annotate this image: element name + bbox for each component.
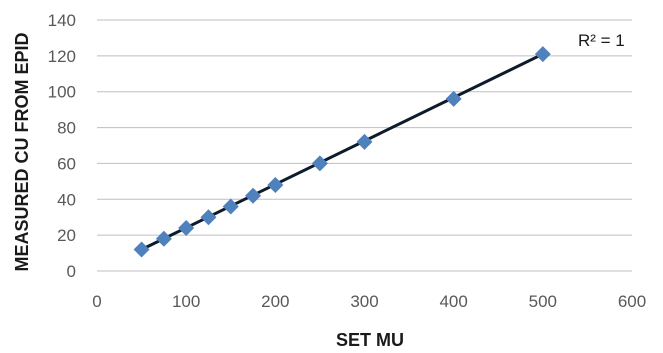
data-point-diamond: [445, 90, 462, 107]
y-tick-label: 20: [57, 226, 76, 245]
trendline: [140, 52, 544, 251]
x-tick-label: 200: [261, 292, 289, 311]
r-squared-annotation: R² = 1: [578, 31, 625, 50]
x-tick-label: 300: [350, 292, 378, 311]
y-axis-title: MEASURED CU FROM EPID: [12, 32, 32, 271]
x-tick-labels: 0 100 200 300 400 500 600: [92, 292, 646, 311]
x-tick-label: 600: [618, 292, 646, 311]
data-points: [133, 46, 551, 258]
data-point-diamond: [245, 187, 262, 204]
y-tick-label: 60: [57, 154, 76, 173]
data-point-diamond: [178, 219, 195, 236]
data-point-diamond: [311, 155, 328, 172]
y-tick-label: 0: [67, 262, 76, 281]
y-tick-label: 140: [48, 11, 76, 30]
y-tick-label: 120: [48, 47, 76, 66]
x-tick-label: 500: [529, 292, 557, 311]
data-point-diamond: [133, 241, 150, 258]
y-tick-label: 80: [57, 119, 76, 138]
y-tick-labels: 0 20 40 60 80 100 120 140: [48, 11, 76, 281]
x-tick-label: 400: [439, 292, 467, 311]
data-point-diamond: [534, 46, 551, 63]
data-point-diamond: [356, 133, 373, 150]
y-tick-label: 40: [57, 190, 76, 209]
data-point-diamond: [267, 176, 284, 193]
gridlines: [97, 19, 632, 236]
x-tick-label: 0: [92, 292, 101, 311]
x-axis-title: SET MU: [336, 330, 404, 350]
data-point-diamond: [200, 209, 217, 226]
data-point-diamond: [155, 230, 172, 247]
data-point-diamond: [222, 198, 239, 215]
y-tick-label: 100: [48, 83, 76, 102]
x-tick-label: 100: [172, 292, 200, 311]
